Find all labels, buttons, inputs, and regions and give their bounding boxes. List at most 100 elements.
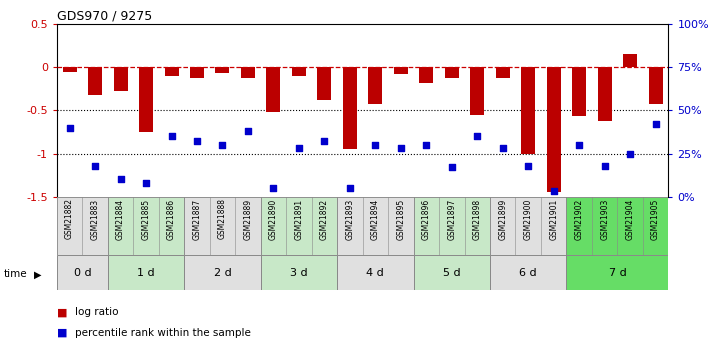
Bar xyxy=(394,67,408,74)
Point xyxy=(624,151,636,156)
Point xyxy=(421,142,432,148)
Bar xyxy=(114,67,127,91)
Text: 0 d: 0 d xyxy=(73,268,91,277)
Bar xyxy=(261,255,337,290)
Text: GSM21890: GSM21890 xyxy=(269,198,278,240)
Bar xyxy=(470,67,484,115)
Text: log ratio: log ratio xyxy=(75,307,118,317)
Bar xyxy=(521,67,535,154)
Point xyxy=(574,142,585,148)
Text: GSM21895: GSM21895 xyxy=(396,198,405,240)
Text: GSM21896: GSM21896 xyxy=(422,198,431,240)
Point xyxy=(523,163,534,168)
Text: percentile rank within the sample: percentile rank within the sample xyxy=(75,328,250,338)
Point xyxy=(140,180,151,186)
Bar xyxy=(317,67,331,100)
Text: ▶: ▶ xyxy=(34,269,42,279)
Bar xyxy=(419,67,433,83)
Point xyxy=(242,128,254,134)
Text: GSM21888: GSM21888 xyxy=(218,198,227,239)
Text: GSM21898: GSM21898 xyxy=(473,198,482,239)
Bar xyxy=(108,255,184,290)
Text: GSM21902: GSM21902 xyxy=(574,198,584,240)
Point xyxy=(319,139,330,144)
Text: GSM21882: GSM21882 xyxy=(65,198,74,239)
Bar xyxy=(267,67,280,112)
Bar xyxy=(598,67,611,121)
Text: 6 d: 6 d xyxy=(520,268,537,277)
Bar xyxy=(567,197,668,255)
Text: GSM21901: GSM21901 xyxy=(549,198,558,240)
Point xyxy=(217,142,228,148)
Point xyxy=(115,177,127,182)
Text: time: time xyxy=(4,269,27,279)
Bar xyxy=(572,67,586,116)
Point xyxy=(293,146,304,151)
Text: 5 d: 5 d xyxy=(443,268,461,277)
Text: GSM21885: GSM21885 xyxy=(141,198,151,239)
Text: GSM21892: GSM21892 xyxy=(320,198,329,239)
Point xyxy=(90,163,101,168)
Text: GSM21904: GSM21904 xyxy=(626,198,635,240)
Bar xyxy=(496,67,510,78)
Bar xyxy=(623,55,637,67)
Bar xyxy=(164,67,178,76)
Bar xyxy=(261,197,337,255)
Bar xyxy=(88,67,102,95)
Point xyxy=(548,189,560,194)
Text: GSM21900: GSM21900 xyxy=(524,198,533,240)
Bar xyxy=(414,255,490,290)
Text: GSM21887: GSM21887 xyxy=(193,198,201,239)
Point xyxy=(191,139,203,144)
Bar xyxy=(139,67,153,132)
Bar xyxy=(241,67,255,78)
Text: 4 d: 4 d xyxy=(366,268,384,277)
Text: GSM21897: GSM21897 xyxy=(447,198,456,240)
Bar xyxy=(567,255,668,290)
Point xyxy=(650,121,661,127)
Bar xyxy=(184,197,261,255)
Bar xyxy=(490,197,567,255)
Text: GSM21886: GSM21886 xyxy=(167,198,176,239)
Bar xyxy=(547,67,561,193)
Bar xyxy=(57,197,108,255)
Text: GSM21903: GSM21903 xyxy=(600,198,609,240)
Bar xyxy=(368,67,383,104)
Bar xyxy=(292,67,306,76)
Bar xyxy=(343,67,357,149)
Point xyxy=(497,146,508,151)
Text: 3 d: 3 d xyxy=(290,268,308,277)
Bar xyxy=(63,67,77,72)
Point xyxy=(166,134,177,139)
Text: GSM21883: GSM21883 xyxy=(90,198,100,239)
Point xyxy=(599,163,610,168)
Bar xyxy=(445,67,459,78)
Point xyxy=(64,125,75,130)
Bar xyxy=(108,197,184,255)
Text: 7 d: 7 d xyxy=(609,268,626,277)
Text: 2 d: 2 d xyxy=(213,268,231,277)
Bar xyxy=(215,67,230,73)
Point xyxy=(471,134,483,139)
Text: ■: ■ xyxy=(57,307,68,317)
Point xyxy=(446,165,457,170)
Point xyxy=(370,142,381,148)
Text: GSM21891: GSM21891 xyxy=(294,198,304,239)
Point xyxy=(395,146,407,151)
Bar xyxy=(184,255,261,290)
Text: GSM21889: GSM21889 xyxy=(243,198,252,239)
Text: GSM21893: GSM21893 xyxy=(346,198,354,240)
Bar xyxy=(337,197,414,255)
Text: 1 d: 1 d xyxy=(137,268,155,277)
Point xyxy=(268,185,279,191)
Bar xyxy=(490,255,567,290)
Text: GSM21899: GSM21899 xyxy=(498,198,507,240)
Bar xyxy=(57,255,108,290)
Bar xyxy=(190,67,204,79)
Text: GSM21905: GSM21905 xyxy=(651,198,660,240)
Point xyxy=(344,185,356,191)
Bar xyxy=(414,197,490,255)
Text: GSM21884: GSM21884 xyxy=(116,198,125,239)
Text: GSM21894: GSM21894 xyxy=(371,198,380,240)
Bar xyxy=(648,67,663,104)
